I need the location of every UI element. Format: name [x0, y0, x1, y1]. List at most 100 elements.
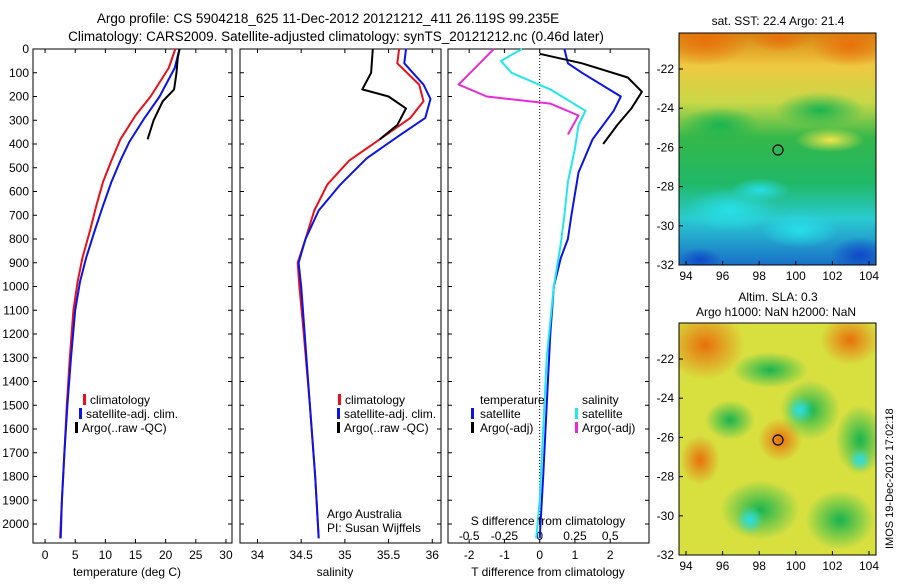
depth-tick-label: 300 — [9, 113, 29, 127]
map-y-tick-label: -30 — [657, 509, 675, 523]
legend-swatch-satellite-adj — [79, 408, 82, 419]
sst-map — [679, 33, 876, 265]
map-y-tick-label: -26 — [657, 140, 675, 154]
series-line-t-satellite — [538, 48, 622, 539]
legend-label-satellite-adj: satellite-adj. clim. — [86, 407, 178, 421]
s-tick-label: -0.5 — [459, 529, 480, 543]
legend-label-t-satellite: satellite — [480, 407, 521, 421]
salinity-chart: 34 34.5 35 35.5 36 — [240, 48, 441, 562]
sst-map-frame — [678, 32, 877, 266]
x-tick-label: 34 — [251, 548, 265, 562]
sla-map-frame — [678, 322, 877, 556]
depth-tick-label: 1800 — [2, 470, 29, 484]
sst-warm-patch — [810, 33, 876, 67]
s-tick-label: -0.25 — [491, 529, 519, 543]
depth-tick-label: 1600 — [2, 422, 29, 436]
s-difference-axis-label: S difference from climatology — [471, 514, 626, 528]
sst-blue-patch — [679, 248, 722, 265]
x-tick-label: 25 — [189, 548, 203, 562]
difference-panel-frame — [447, 48, 650, 544]
depth-tick-label: 400 — [9, 137, 29, 151]
legend-group-temperature: temperature — [480, 393, 545, 407]
series-line-s-satellite — [499, 48, 587, 539]
depth-tick-label: 1300 — [2, 351, 29, 365]
legend-label-satellite-adj: satellite-adj. clim. — [344, 407, 436, 421]
map-y-tick-label: -32 — [657, 548, 675, 562]
series-line-argo-raw-qc — [146, 48, 181, 140]
map-x-tick-label: 94 — [679, 559, 693, 573]
map-y-tick-label: -28 — [657, 470, 675, 484]
sst-cyan-patch — [760, 212, 840, 248]
depth-tick-label: 500 — [9, 161, 29, 175]
x-tick-label: -1 — [499, 548, 510, 562]
legend-group-salinity: salinity — [582, 393, 619, 407]
x-tick-label: 15 — [129, 548, 143, 562]
map-x-tick-label: 96 — [716, 269, 730, 283]
depth-tick-label: 900 — [9, 256, 29, 270]
sla-cyan-patch — [848, 448, 872, 472]
sst-blue-patch — [830, 237, 876, 265]
series-line-s-argo-adj — [457, 48, 580, 135]
series-line-t-argo-adj — [539, 52, 643, 145]
legend-swatch-argo — [337, 422, 340, 433]
map-x-tick-label: 104 — [859, 559, 879, 573]
map-x-tick-label: 102 — [822, 559, 842, 573]
depth-tick-label: 0 — [22, 42, 29, 56]
sst-warm-patch — [679, 33, 750, 66]
map-y-tick-label: -24 — [657, 101, 675, 115]
sla-green-patch — [732, 352, 808, 388]
map-x-tick-label: 94 — [679, 269, 693, 283]
legend-label-argo: Argo(..raw -QC) — [82, 421, 167, 435]
legend-label-t-argo: Argo(-adj) — [480, 421, 533, 435]
depth-tick-label: 2000 — [2, 517, 29, 531]
map-y-tick-label: -22 — [657, 352, 675, 366]
legend-label-s-argo: Argo(-adj) — [582, 421, 635, 435]
sst-green-patch — [775, 92, 865, 128]
x-tick-label: 0 — [536, 548, 543, 562]
legend-swatch-climatology — [338, 394, 341, 405]
x-tick-label: 35 — [338, 548, 352, 562]
sla-cyan-patch — [786, 396, 814, 424]
sla-orange-patch — [679, 323, 745, 380]
map-x-tick-label: 98 — [753, 269, 767, 283]
series-line-satellite-adj-clim — [297, 48, 432, 539]
pi-annotation: PI: Susan Wijffels — [327, 521, 421, 535]
temperature-chart: 0100200300400500600700800900100011001200… — [2, 42, 233, 562]
map-y-tick-label: -30 — [657, 219, 675, 233]
temperature-axis-label: temperature (deg C) — [73, 565, 181, 579]
sla-green-patch — [805, 490, 875, 550]
depth-tick-label: 600 — [9, 185, 29, 199]
depth-tick-label: 1400 — [2, 375, 29, 389]
x-tick-label: -2 — [464, 548, 475, 562]
x-tick-label: 2 — [607, 548, 614, 562]
salinity-legend: climatology satellite-adj. clim. Argo(..… — [337, 393, 436, 435]
depth-tick-label: 700 — [9, 208, 29, 222]
difference-chart: -2 -1 0 1 2-0.5 -0.25 0 0.25 0.5 — [448, 48, 649, 562]
temperature-legend: climatology satellite-adj. clim. Argo(..… — [75, 393, 178, 435]
legend-swatch-satellite-adj — [337, 408, 340, 419]
legend-swatch-t-satellite — [471, 408, 474, 419]
map-y-tick-label: -26 — [657, 430, 675, 444]
map-x-tick-label: 100 — [786, 559, 806, 573]
legend-swatch-climatology — [83, 394, 86, 405]
legend-swatch-s-argo — [575, 422, 578, 433]
sst-cyan-patch — [730, 178, 790, 202]
argo-australia-annotation: Argo Australia — [327, 507, 402, 521]
x-tick-label: 34.5 — [289, 548, 313, 562]
legend-swatch-argo — [75, 422, 78, 433]
legend-label-climatology: climatology — [90, 393, 150, 407]
depth-tick-label: 1700 — [2, 446, 29, 460]
sla-green-patch — [705, 400, 755, 440]
x-tick-label: 36 — [426, 548, 440, 562]
depth-tick-label: 200 — [9, 90, 29, 104]
salinity-panel-frame — [239, 48, 442, 544]
depth-tick-label: 1100 — [3, 303, 29, 317]
sla-argo-location-marker — [772, 434, 784, 446]
sla-map-subtitle: Argo h1000: NaN h2000: NaN — [696, 305, 856, 319]
map-x-tick-label: 100 — [786, 269, 806, 283]
series-line-satellite-adj-clim — [59, 48, 181, 539]
figure-title-line1: Argo profile: CS 5904218_625 11-Dec-2012… — [97, 11, 559, 26]
salinity-axis-label: salinity — [317, 565, 354, 579]
map-y-tick-label: -32 — [657, 258, 675, 272]
